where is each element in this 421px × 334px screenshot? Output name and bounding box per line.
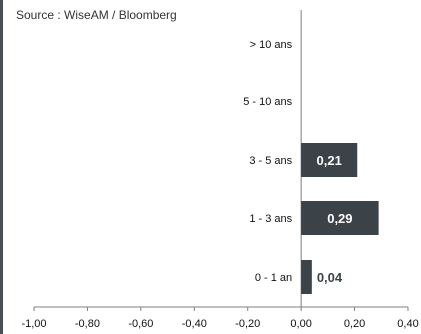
x-tick-label: -0,40 <box>182 318 207 330</box>
category-label: 1 - 3 ans <box>249 213 292 225</box>
left-border <box>0 0 3 334</box>
x-tick-label: 0,20 <box>344 318 365 330</box>
bar-value-label: 0,29 <box>327 211 352 226</box>
bar <box>301 260 312 294</box>
x-tick-label: -1,00 <box>21 318 46 330</box>
bar-value-label: 0,04 <box>317 270 343 285</box>
bar <box>301 143 358 177</box>
category-label: 3 - 5 ans <box>249 155 292 167</box>
x-tick-label: -0,60 <box>128 318 153 330</box>
source-note: Source : WiseAM / Bloomberg <box>16 8 177 22</box>
bar <box>301 201 379 235</box>
category-label: 0 - 1 an <box>255 272 292 284</box>
x-tick-label: -0,20 <box>235 318 260 330</box>
x-tick-label: 0,40 <box>397 318 418 330</box>
category-label: > 10 ans <box>250 39 293 51</box>
x-tick-label: -0,80 <box>75 318 100 330</box>
x-tick-label: 0,00 <box>290 318 311 330</box>
bar-value-label: 0,21 <box>317 153 342 168</box>
category-label: 5 - 10 ans <box>243 96 292 108</box>
